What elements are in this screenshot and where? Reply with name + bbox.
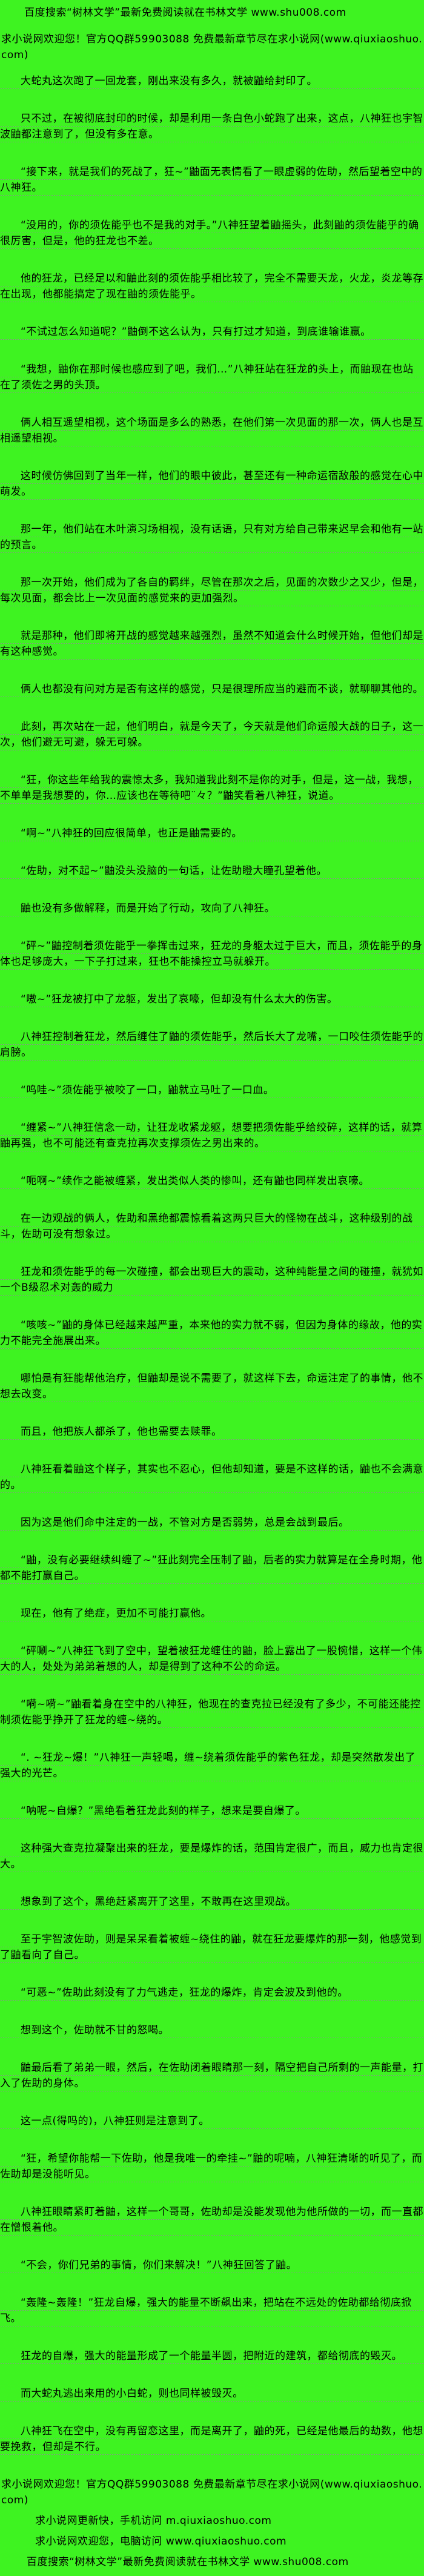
novel-paragraph: “呃啊~”续作之能被缠紧，发出类似人类的惨叫，还有鼬也同样发出哀嚎。 (0, 1173, 424, 1189)
footer-promo-shulin: 百度搜索“树林文学”最新免费阅读就在书林文学 www.shu008.com (27, 2556, 349, 2568)
footer: 求小说网欢迎您！官方QQ群59903088 免费最新章节尽在求小说网(www.q… (0, 2477, 424, 2576)
novel-paragraph: “我想，鼬你在那时候也感应到了吧，我们…”八神狂站在狂龙的头上，而鼬现在也站在了… (0, 362, 424, 393)
chapter-body: 大蛇丸这次跑了一回龙套，刚出来没有多久，就被鼬给封印了。只不过，在被彻底封印的时… (0, 73, 424, 2455)
novel-paragraph: “砰唰~”八神狂飞到了空中，望着被狂龙缠住的鼬，脸上露出了一股惋惜，这样一个伟大… (0, 1643, 424, 1675)
novel-paragraph: 这种强大查克拉凝聚出来的狂龙，要是爆炸的话，范围肯定很广，而且，威力也肯定很大。 (0, 1841, 424, 1872)
novel-paragraph: 狂龙和须佐能乎的每一次碰撞，都会出现巨大的震动，这种纯能量之间的碰撞，就犹如一个… (0, 1264, 424, 1296)
header-promo-shulin: 百度搜索“树林文学”最新免费阅读就在书林文学 www.shu008.com (24, 7, 346, 19)
novel-paragraph: 鼬最后看了弟弟一眼，然后，在佐助闭着眼睛那一刻，隔空把自己所剩的一声能量，打入了… (0, 2060, 424, 2091)
novel-paragraph: 至于宇智波佐助，则是呆呆看着被缠~绕住的鼬，就在狂龙要爆炸的那一刻，他感觉到了鼬… (0, 1932, 424, 1963)
novel-paragraph: 此刻，再次站在一起，他们明白，就是今天了，今天就是他们命运般大战的日子，这一次，… (0, 719, 424, 750)
novel-paragraph: “缠紧~”八神狂信念一动，让狂龙收紧龙躯，想要把须佐能乎给绞碎，这样的话，就算鼬… (0, 1120, 424, 1151)
novel-paragraph: 俩人也都没有问对方是否有这样的感觉，只是很理所应当的避而不谈，就聊聊其他的。 (0, 681, 424, 697)
novel-paragraph: 俩人相互遥望相视，这个场面是多么的熟悉，在他们第一次见面的那一次，俩人也是互相遥… (0, 415, 424, 446)
novel-paragraph: 而大蛇丸逃出来用的小白蛇，则也同样被毁灭。 (0, 2386, 424, 2402)
novel-paragraph: “咳咳~”鼬的身体已经越来越严重，本来他的实力就不弱，但因为身体的缘故，他的实力… (0, 1317, 424, 1349)
novel-paragraph: 哪怕是有狂能帮他治疗，但鼬却是说不需要了，就这样下去，命运注定了的事情，他不想去… (0, 1371, 424, 1402)
novel-paragraph: “呐呢~自爆？”黑绝看着狂龙此刻的样子，想来是要自爆了。 (0, 1803, 424, 1819)
novel-paragraph: “佐助，对不起~”鼬没头没脑的一句话，让佐助瞪大瞳孔望着他。 (0, 863, 424, 879)
novel-paragraph: “. ~狂龙~爆！”八神狂一声轻喝，缠~绕着须佐能乎的紫色狂龙，却是突然散发出了… (0, 1750, 424, 1781)
novel-paragraph: 八神狂控制着狂龙，然后缠住了鼬的须佐能乎，然后长大了龙嘴，一口咬住须佐能乎的肩膀… (0, 1029, 424, 1061)
novel-paragraph: 想到这个，佐助就不甘的怒喝。 (0, 2022, 424, 2038)
novel-paragraph: 他的狂龙，已经足以和鼬此刻的须佐能乎相比较了，完全不需要天龙，火龙，炎龙等存在出… (0, 271, 424, 302)
novel-paragraph: 八神狂看着鼬这个样子，其实也不忍心，但他却知道，要是不这样的话，鼬也不会满意的。 (0, 1462, 424, 1493)
novel-paragraph: “狂，你这些年给我的震惊太多，我知道我此刻不是你的对手，但是，这一战，我想，不单… (0, 772, 424, 804)
novel-paragraph: “鼬，没有必要继续纠缠了~”狂此刻完全压制了鼬，后者的实力就算是在全身时期，他都… (0, 1552, 424, 1584)
novel-paragraph: 那一年，他们站在木叶演习场相视，没有话语，只有对方给自己带来迟早会和他有一站的预… (0, 521, 424, 553)
novel-paragraph: “砰~”鼬控制着须佐能乎一拳挥击过来，狂龙的身躯太过于巨大，而且，须佐能乎的身体… (0, 938, 424, 970)
novel-paragraph: “嗷~”狂龙被打中了龙躯，发出了哀嚎，但却没有什么太大的伤害。 (0, 992, 424, 1007)
novel-paragraph: “接下来，就是我们的死战了，狂~”鼬面无表情看了一眼虚弱的佐助，然后望着空中的八… (0, 164, 424, 196)
novel-paragraph: 在一边观战的俩人，佐助和黑绝都震惊看着这两只巨大的怪物在战斗，这种级别的战斗，佐… (0, 1211, 424, 1242)
novel-paragraph: “轰隆~轰隆！”狂龙自爆，强大的能量不断飙出来，把站在不远处的佐助都给彻底掀飞。 (0, 2295, 424, 2326)
novel-paragraph: “狂，希望你能帮一下佐助，他是我唯一的牵挂~”鼬的呢喃，八神狂清晰的听见了，而佐… (0, 2151, 424, 2182)
novel-paragraph: 大蛇丸这次跑了一回龙套，刚出来没有多久，就被鼬给封印了。 (0, 73, 424, 89)
novel-paragraph: “不试过怎么知道呢？”鼬倒不这么认为，只有打过才知道，到底谁输谁赢。 (0, 324, 424, 340)
footer-promo-pc-url: 求小说网欢迎您，电脑访问 www.qiuxiaoshuo.com (35, 2535, 287, 2548)
novel-paragraph: 因为这是他们命中注定的一战，不管对方是否弱势，总是会战到最后。 (0, 1515, 424, 1531)
novel-paragraph: “可恶~”佐助此刻没有了力气逃走，狂龙的爆炸，肯定会波及到他的。 (0, 1985, 424, 2001)
novel-paragraph: “没用的，你的须佐能乎也不是我的对手。”八神狂望着鼬摇头，此刻鼬的须佐能乎的确很… (0, 217, 424, 249)
novel-paragraph: “呜哇~”须佐能乎被咬了一口，鼬就立马吐了一口血。 (0, 1082, 424, 1098)
novel-paragraph: 这时候仿佛回到了当年一样，他们的眼中彼此，甚至还有一种命运宿敌般的感觉在心中萌发… (0, 468, 424, 500)
novel-paragraph: 而且，他把族人都杀了，他也需要去赎罪。 (0, 1424, 424, 1440)
novel-paragraph: 这一点(得吗的)，八神狂则是注意到了。 (0, 2113, 424, 2129)
novel-paragraph: 就是那种，他们即将开战的感觉越来越强烈，虽然不知道会什么时候开始，但他们却是有这… (0, 628, 424, 660)
footer-promo-qq-group: 求小说网欢迎您！官方QQ群59903088 免费最新章节尽在求小说网(www.q… (1, 2478, 423, 2506)
footer-promo-mobile-url: 求小说网更新快，手机访问 m.qiuxiaoshuo.com (35, 2515, 272, 2527)
novel-paragraph: 鼬也没有多做解释，而是开始了行动，攻向了八神狂。 (0, 901, 424, 916)
novel-paragraph: 八神狂眼睛紧盯着鼬，这样一个哥哥，佐助却是没能发现他为他所做的一切，而一直都在憎… (0, 2204, 424, 2236)
novel-paragraph: “不会，你们兄弟的事情，你们来解决！”八神狂回答了鼬。 (0, 2257, 424, 2273)
novel-paragraph: 想象到了这个，黑绝赶紧离开了这里，不敢再在这里观战。 (0, 1894, 424, 1910)
novel-paragraph: “啊~”八神狂的回应很简单，也正是鼬需要的。 (0, 826, 424, 841)
novel-paragraph: 八神狂飞在空中，没有再留恋这里，而是离开了，鼬的死，已经是他最后的劫数，他想要挽… (0, 2423, 424, 2455)
header-promo-qiuxiaoshuo: 求小说网欢迎您！官方QQ群59903088 免费最新章节尽在求小说网(www.q… (1, 33, 423, 61)
novel-paragraph: 只不过，在被彻底封印的时候，却是利用一条白色小蛇跑了出来，这点，八神狂也宇智波鼬… (0, 111, 424, 142)
novel-paragraph: 狂龙的自爆，强大的能量形成了一个能量半圆，把附近的建筑，都给彻底的毁灭。 (0, 2348, 424, 2364)
novel-paragraph: 那一次开始，他们成为了各自的羁绊，尽管在那次之后，见面的次数少之又少，但是，每次… (0, 575, 424, 606)
novel-paragraph: 现在，他有了绝症，更加不可能打赢他。 (0, 1606, 424, 1621)
novel-paragraph: “嗬~嗬~”鼬看着身在空中的八神狂，他现在的查克拉已经没有了多少，不可能还能控制… (0, 1697, 424, 1728)
